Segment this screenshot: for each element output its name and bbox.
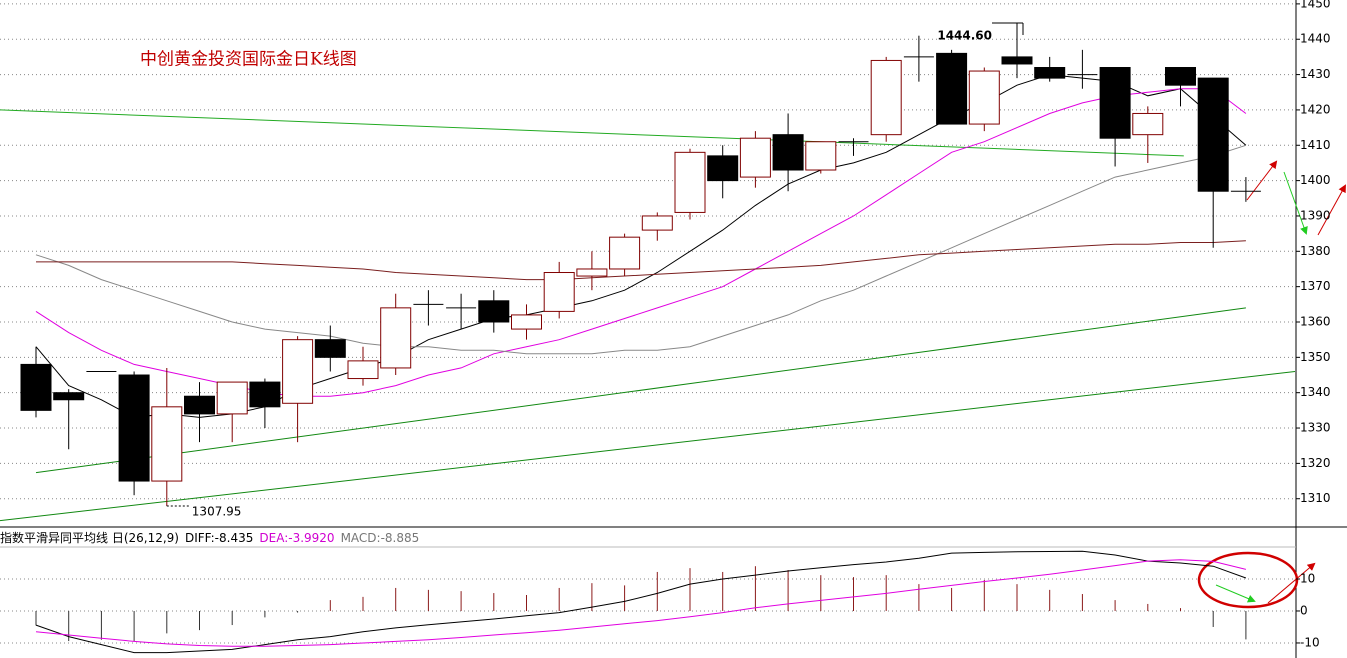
highlight-ellipse <box>1197 551 1299 609</box>
readout: DIFF:-8.435 <box>184 531 254 545</box>
y-tick-label: 1360 <box>1300 314 1331 328</box>
moving-average <box>36 240 1246 281</box>
y-tick-label: 1340 <box>1300 385 1331 399</box>
candle-body <box>1001 56 1033 65</box>
trend-line <box>0 109 1184 157</box>
candle-body <box>249 381 281 408</box>
candle-body <box>216 381 248 415</box>
candle-body <box>1132 112 1164 136</box>
chart-title: 中创黄金投资国际金日K线图 <box>140 50 357 70</box>
candle-body <box>674 151 706 213</box>
readout: MACD:-8.885 <box>340 531 420 545</box>
candle-body <box>151 406 183 482</box>
candle-body <box>478 300 510 323</box>
readout: DEA:-3.9920 <box>259 531 335 545</box>
arrow <box>1317 184 1346 236</box>
macd-line <box>35 550 1247 654</box>
candle-body <box>641 215 673 231</box>
trend-line <box>35 307 1246 474</box>
indicator-label: 指数平滑异同平均线 日(26,12,9) <box>0 531 179 545</box>
candle-body <box>347 360 379 380</box>
candle-body <box>511 314 542 330</box>
moving-average <box>35 74 1247 418</box>
candle-body <box>707 155 739 182</box>
arrow <box>1246 160 1278 201</box>
candle-body <box>53 392 85 401</box>
candle-body <box>1099 67 1131 139</box>
candle-body <box>184 395 215 415</box>
candle-body <box>1197 77 1229 192</box>
y-tick-label: 1380 <box>1300 244 1331 258</box>
arrow <box>1267 562 1316 604</box>
candle-body <box>1165 67 1196 86</box>
candle-body <box>772 134 804 171</box>
y-tick-label: 10 <box>1300 571 1315 585</box>
annotation: 1444.60 <box>937 28 992 42</box>
candle-body <box>805 141 837 171</box>
candle-body <box>1034 67 1066 79</box>
y-tick-label: 1410 <box>1300 138 1331 152</box>
candle-body <box>282 339 314 404</box>
candle-body <box>20 363 52 411</box>
candle-body <box>118 374 150 482</box>
y-tick-label: 1400 <box>1300 173 1331 187</box>
y-tick-label: 1330 <box>1300 421 1331 435</box>
y-tick-label: 1370 <box>1300 279 1331 293</box>
y-tick-label: 1350 <box>1300 350 1331 364</box>
annotation: 1307.95 <box>192 504 242 518</box>
y-tick-label: 1450 <box>1300 0 1331 10</box>
candle-body <box>314 339 346 358</box>
candle-body <box>968 70 1000 125</box>
candle-body <box>543 272 575 312</box>
candle-body <box>870 59 902 136</box>
candle-body <box>609 236 641 270</box>
moving-average <box>35 144 1247 355</box>
arrow <box>1215 584 1256 603</box>
candle-body <box>739 137 771 178</box>
y-tick-label: 1320 <box>1300 456 1331 470</box>
y-tick-label: 1390 <box>1300 208 1331 222</box>
y-tick-label: 1310 <box>1300 491 1331 505</box>
y-tick-label: -10 <box>1300 635 1320 649</box>
arrow <box>1283 171 1308 235</box>
y-tick-label: 1440 <box>1300 32 1331 46</box>
candle-body <box>576 268 608 277</box>
y-tick-label: 1420 <box>1300 102 1331 116</box>
candle-body <box>380 307 412 369</box>
macd-header: 指数平滑异同平均线 日(26,12,9) DIFF:-8.435 DEA:-3.99… <box>0 529 425 546</box>
candle-body <box>936 52 968 125</box>
y-tick-label: 1430 <box>1300 67 1331 81</box>
macd-line <box>35 559 1247 647</box>
trend-line <box>0 371 1296 522</box>
y-tick-label: 0 <box>1300 603 1308 617</box>
